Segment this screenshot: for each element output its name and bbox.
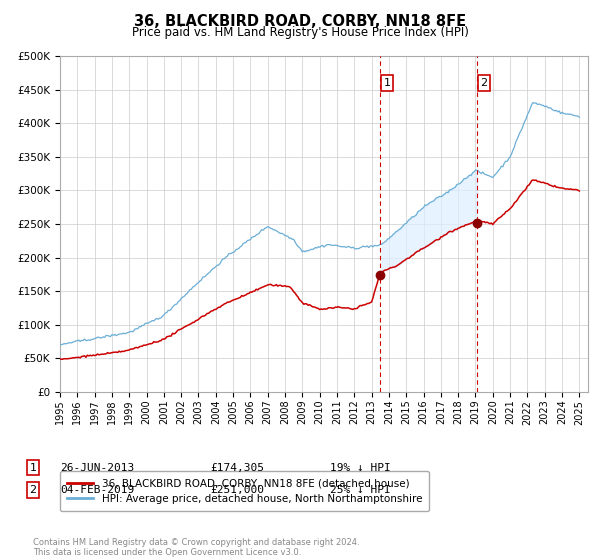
Text: 1: 1 bbox=[383, 78, 391, 88]
Text: 2: 2 bbox=[29, 485, 37, 495]
Text: 19% ↓ HPI: 19% ↓ HPI bbox=[330, 463, 391, 473]
Text: Price paid vs. HM Land Registry's House Price Index (HPI): Price paid vs. HM Land Registry's House … bbox=[131, 26, 469, 39]
Text: 26-JUN-2013: 26-JUN-2013 bbox=[60, 463, 134, 473]
Text: £174,305: £174,305 bbox=[210, 463, 264, 473]
Text: 2: 2 bbox=[481, 78, 488, 88]
Text: 25% ↓ HPI: 25% ↓ HPI bbox=[330, 485, 391, 495]
Text: 36, BLACKBIRD ROAD, CORBY, NN18 8FE: 36, BLACKBIRD ROAD, CORBY, NN18 8FE bbox=[134, 14, 466, 29]
Text: Contains HM Land Registry data © Crown copyright and database right 2024.
This d: Contains HM Land Registry data © Crown c… bbox=[33, 538, 359, 557]
Text: 1: 1 bbox=[29, 463, 37, 473]
Text: 04-FEB-2019: 04-FEB-2019 bbox=[60, 485, 134, 495]
Text: £251,000: £251,000 bbox=[210, 485, 264, 495]
Legend: 36, BLACKBIRD ROAD, CORBY, NN18 8FE (detached house), HPI: Average price, detach: 36, BLACKBIRD ROAD, CORBY, NN18 8FE (det… bbox=[60, 471, 430, 511]
